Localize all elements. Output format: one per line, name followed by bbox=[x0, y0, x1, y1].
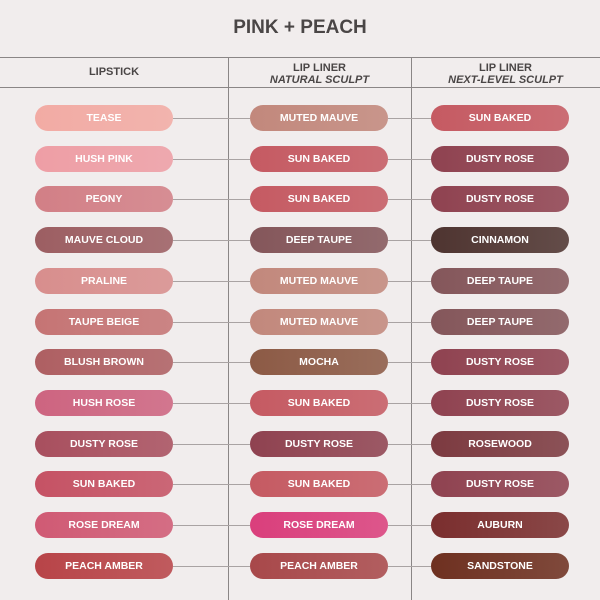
shade-pill: SUN BAKED bbox=[250, 186, 388, 212]
connector-line bbox=[388, 322, 431, 323]
shade-pill: DEEP TAUPE bbox=[431, 309, 569, 335]
shade-pill: PEACH AMBER bbox=[250, 553, 388, 579]
shade-pill: SUN BAKED bbox=[250, 146, 388, 172]
column-header-lipstick: LIPSTICK bbox=[0, 66, 228, 78]
column-label: LIP LINER bbox=[293, 62, 346, 74]
shade-pill: ROSE DREAM bbox=[250, 512, 388, 538]
column-header-natural-sculpt: LIP LINER NATURAL SCULPT bbox=[228, 62, 411, 86]
shade-pill: ROSE DREAM bbox=[35, 512, 173, 538]
column-header-next-level-sculpt: LIP LINER NEXT-LEVEL SCULPT bbox=[411, 62, 600, 86]
shade-pill: DUSTY ROSE bbox=[431, 146, 569, 172]
connector-line bbox=[173, 281, 250, 282]
connector-line bbox=[173, 403, 250, 404]
shade-pill: TEASE bbox=[35, 105, 173, 131]
connector-line bbox=[173, 159, 250, 160]
shade-pill: DUSTY ROSE bbox=[431, 349, 569, 375]
shade-pill: MUTED MAUVE bbox=[250, 105, 388, 131]
column-divider bbox=[228, 57, 229, 600]
connector-line bbox=[173, 566, 250, 567]
shade-pill: TAUPE BEIGE bbox=[35, 309, 173, 335]
column-divider bbox=[411, 57, 412, 600]
connector-line bbox=[388, 240, 431, 241]
shade-pill: DUSTY ROSE bbox=[35, 431, 173, 457]
shade-pill: PEONY bbox=[35, 186, 173, 212]
connector-line bbox=[388, 362, 431, 363]
connector-line bbox=[173, 484, 250, 485]
shade-pill: SANDSTONE bbox=[431, 553, 569, 579]
shade-pill: DEEP TAUPE bbox=[431, 268, 569, 294]
shade-pill: DUSTY ROSE bbox=[431, 471, 569, 497]
shade-pill: AUBURN bbox=[431, 512, 569, 538]
connector-line bbox=[388, 199, 431, 200]
shade-pill: PEACH AMBER bbox=[35, 553, 173, 579]
shade-pill: SUN BAKED bbox=[250, 471, 388, 497]
shade-pill: SUN BAKED bbox=[431, 105, 569, 131]
connector-line bbox=[388, 444, 431, 445]
shade-pill: HUSH ROSE bbox=[35, 390, 173, 416]
shade-pill: CINNAMON bbox=[431, 227, 569, 253]
column-label: LIPSTICK bbox=[88, 66, 140, 78]
connector-line bbox=[173, 362, 250, 363]
column-sublabel: NEXT-LEVEL SCULPT bbox=[448, 74, 563, 86]
connector-line bbox=[388, 118, 431, 119]
shade-pill: BLUSH BROWN bbox=[35, 349, 173, 375]
shade-pill: DUSTY ROSE bbox=[431, 186, 569, 212]
header-top-divider bbox=[0, 57, 600, 58]
connector-line bbox=[388, 566, 431, 567]
connector-line bbox=[173, 199, 250, 200]
shade-pill: MAUVE CLOUD bbox=[35, 227, 173, 253]
chart-title: PINK + PEACH bbox=[233, 17, 367, 38]
connector-line bbox=[388, 403, 431, 404]
connector-line bbox=[388, 281, 431, 282]
shade-pill: DUSTY ROSE bbox=[250, 431, 388, 457]
shade-pill: ROSEWOOD bbox=[431, 431, 569, 457]
shade-pill: DEEP TAUPE bbox=[250, 227, 388, 253]
column-label: LIP LINER bbox=[479, 62, 532, 74]
shade-pill: PRALINE bbox=[35, 268, 173, 294]
shade-pill: SUN BAKED bbox=[35, 471, 173, 497]
connector-line bbox=[388, 525, 431, 526]
header-bottom-divider bbox=[0, 87, 600, 88]
connector-line bbox=[173, 240, 250, 241]
shade-pill: MUTED MAUVE bbox=[250, 309, 388, 335]
connector-line bbox=[173, 525, 250, 526]
connector-line bbox=[388, 159, 431, 160]
connector-line bbox=[173, 444, 250, 445]
column-sublabel: NATURAL SCULPT bbox=[269, 74, 370, 86]
shade-pill: SUN BAKED bbox=[250, 390, 388, 416]
shade-pill: MOCHA bbox=[250, 349, 388, 375]
connector-line bbox=[173, 322, 250, 323]
shade-pill: DUSTY ROSE bbox=[431, 390, 569, 416]
connector-line bbox=[173, 118, 250, 119]
connector-line bbox=[388, 484, 431, 485]
shade-pill: HUSH PINK bbox=[35, 146, 173, 172]
shade-pill: MUTED MAUVE bbox=[250, 268, 388, 294]
